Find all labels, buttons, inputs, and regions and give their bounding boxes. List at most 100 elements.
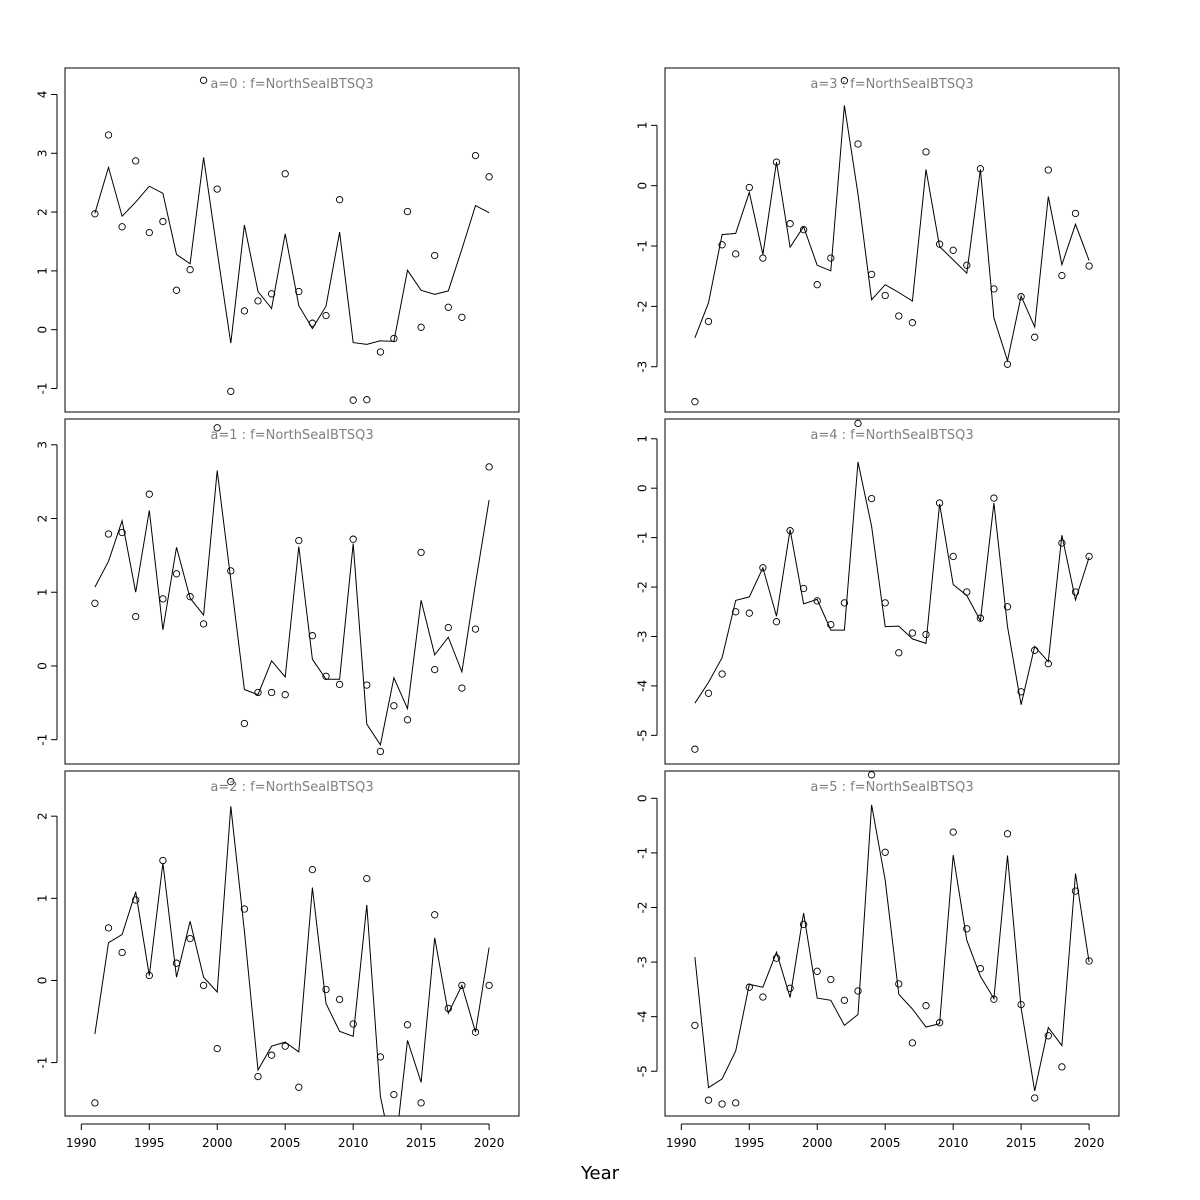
observed-point [691, 398, 699, 406]
observed-point [854, 419, 862, 428]
observed-point [881, 291, 889, 300]
observed-point [363, 681, 371, 689]
observed-point [431, 251, 439, 260]
observed-point [471, 1028, 480, 1036]
observed-point [335, 995, 344, 1004]
x-tick-label: 2020 [1074, 1136, 1105, 1150]
observed-point [895, 312, 903, 320]
observed-point [186, 266, 194, 274]
plot-area [91, 424, 493, 756]
observed-point [349, 396, 357, 404]
observed-point [1058, 539, 1066, 547]
y-tick-label: 2 [36, 812, 50, 820]
y-tick-label: 0 [636, 794, 650, 802]
observed-point [458, 313, 466, 321]
y-tick-label: -3 [636, 630, 650, 642]
observed-point [295, 536, 303, 545]
observed-point [1085, 957, 1093, 965]
observed-point [417, 548, 425, 557]
observed-point [895, 649, 903, 657]
observed-point [786, 984, 794, 992]
x-tick-label: 1995 [734, 1136, 765, 1150]
observed-point [254, 688, 262, 697]
observed-point [1017, 688, 1025, 696]
observed-point [363, 396, 371, 404]
observed-point [159, 856, 167, 865]
observed-point [335, 680, 344, 689]
observed-point [471, 151, 480, 160]
observed-point [349, 535, 357, 543]
panel-title: a=3 : f=NorthSeaIBTSQ3 [810, 77, 973, 92]
y-tick-label: 0 [636, 182, 650, 190]
y-tick-label: 3 [36, 441, 50, 449]
y-tick-label: -1 [636, 847, 650, 859]
observed-point [213, 424, 221, 432]
observed-point [417, 323, 425, 331]
observed-point [403, 1021, 412, 1029]
observed-point [745, 609, 753, 617]
observed-point [159, 217, 167, 226]
y-tick-label: 3 [36, 149, 50, 157]
observed-point [1044, 166, 1052, 174]
observed-point [376, 747, 385, 756]
observed-point [390, 702, 398, 710]
observed-point [922, 630, 930, 639]
observed-point [827, 254, 835, 262]
observed-point [1017, 1000, 1025, 1009]
observed-point [691, 1021, 699, 1030]
observed-point [772, 954, 781, 962]
observed-point [704, 1096, 713, 1104]
observed-point [1031, 1094, 1039, 1102]
observed-point [1031, 333, 1039, 341]
observed-point [485, 173, 493, 181]
y-tick-label: -4 [636, 1011, 650, 1023]
observed-point [963, 588, 971, 596]
observed-point [104, 131, 113, 139]
y-tick-label: -2 [636, 300, 650, 312]
x-tick-label: 2010 [338, 1136, 369, 1150]
observed-point [1085, 552, 1093, 561]
observed-point [132, 157, 140, 165]
observed-point [813, 281, 821, 289]
panel-4: a=2 : f=NorthSeaIBTSQ3 -1 0 1 2 1990 1995 2000 2… [36, 770, 520, 1150]
observed-point [322, 311, 330, 320]
y-tick-label: -2 [636, 901, 650, 913]
observed-point [867, 771, 876, 779]
x-tick-label: 1995 [134, 1136, 165, 1150]
observed-point [1003, 603, 1012, 611]
panel-title: a=5 : f=NorthSeaIBTSQ3 [810, 780, 973, 795]
observed-point [227, 778, 235, 786]
y-tick-label: 1 [636, 122, 650, 130]
observed-point [786, 220, 794, 228]
observed-point [444, 623, 452, 632]
observed-point [922, 148, 930, 156]
observed-point [976, 165, 985, 173]
observed-point [91, 599, 99, 607]
observed-point [935, 499, 944, 507]
observed-point [949, 828, 957, 836]
observed-point [267, 290, 276, 298]
y-tick-label: -1 [36, 734, 50, 746]
observed-point [376, 348, 385, 356]
observed-point [485, 981, 493, 990]
x-tick-label: 2015 [1006, 1136, 1037, 1150]
observed-point [1017, 293, 1025, 301]
observed-point [145, 228, 153, 237]
y-tick-label: 0 [36, 326, 50, 334]
x-tick-label: 2005 [270, 1136, 301, 1150]
observed-point [104, 530, 113, 538]
observed-point [199, 76, 208, 84]
panel-frame [664, 418, 1120, 765]
observed-point [949, 246, 957, 254]
panel-title: a=1 : f=NorthSeaIBTSQ3 [210, 428, 373, 443]
x-tick-label: 2020 [474, 1136, 505, 1150]
panel-5: a=5 : f=NorthSeaIBTSQ3 -5 -4 -3 -2 -1 0 1990 199… [636, 770, 1120, 1150]
plot-area [691, 77, 1093, 406]
observed-point [145, 490, 153, 498]
observed-point [867, 494, 876, 503]
panel-3: a=4 : f=NorthSeaIBTSQ3 -5 -4 -3 -2 -1 0 1 [636, 418, 1120, 765]
observed-point [963, 261, 971, 269]
observed-point [308, 865, 317, 874]
y-tick-label: -1 [36, 1057, 50, 1069]
